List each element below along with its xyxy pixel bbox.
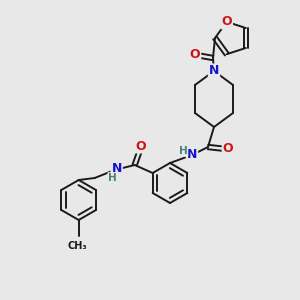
Text: O: O [190, 49, 200, 62]
Text: H: H [108, 173, 117, 183]
Text: O: O [135, 140, 146, 152]
Text: N: N [209, 64, 219, 77]
Text: O: O [221, 15, 232, 28]
Text: N: N [112, 163, 122, 176]
Text: H: H [178, 146, 188, 156]
Text: CH₃: CH₃ [68, 241, 88, 251]
Text: N: N [187, 148, 197, 161]
Text: O: O [223, 142, 233, 155]
